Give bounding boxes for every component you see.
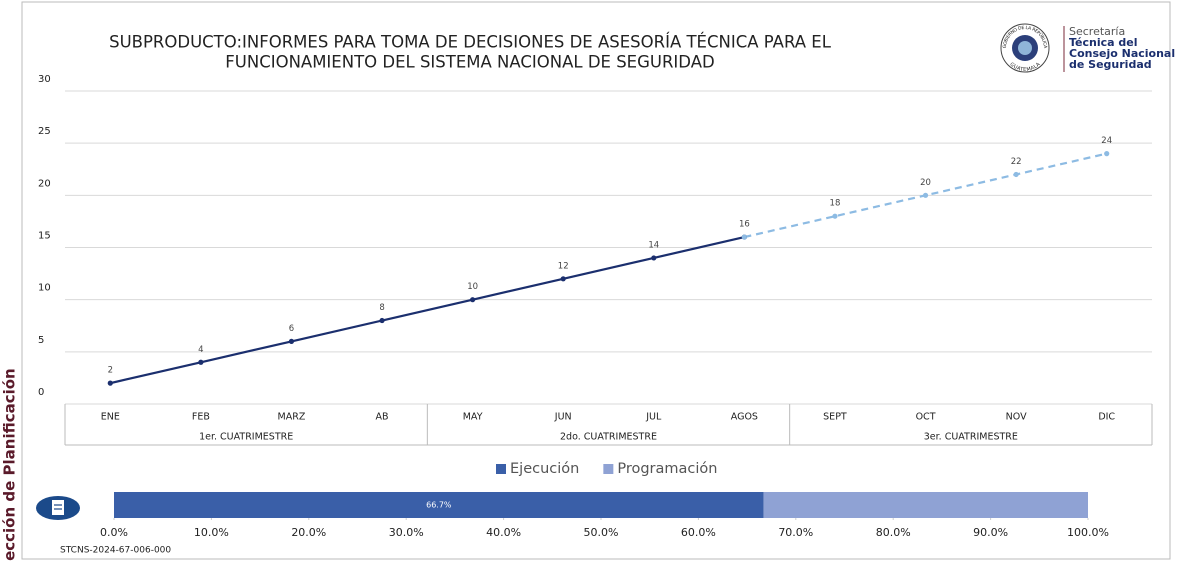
data-label: 22	[1011, 157, 1022, 167]
x-tick-label: 90.0%	[973, 526, 1008, 539]
footer-code: STCNS-2024-67-006-000	[60, 546, 171, 556]
y-tick-label: 0	[38, 387, 44, 398]
x-tick-label: 50.0%	[584, 526, 619, 539]
x-tick-label: AB	[376, 412, 389, 423]
data-label: 10	[467, 282, 478, 292]
x-tick-label: 100.0%	[1067, 526, 1109, 539]
legend-swatch	[496, 464, 506, 474]
point-marker	[288, 338, 295, 344]
x-tick-label: SEPT	[823, 412, 847, 423]
group-label: 3er. CUATRIMESTRE	[924, 432, 1018, 443]
y-tick-label: 30	[38, 74, 51, 85]
group-label: 1er. CUATRIMESTRE	[199, 432, 293, 443]
icon-paper	[52, 500, 64, 515]
series-line	[110, 235, 745, 385]
point-marker	[741, 234, 747, 240]
x-tick-label: 80.0%	[876, 526, 911, 539]
point-marker	[1104, 151, 1110, 157]
data-label: 18	[830, 199, 841, 209]
x-tick-label: OCT	[916, 412, 936, 423]
x-tick-label: NOV	[1006, 412, 1027, 423]
x-tick-label: 70.0%	[778, 526, 813, 539]
point-marker	[832, 213, 838, 219]
x-tick-label: JUL	[645, 412, 662, 423]
seal-bottom: GUATEMALA	[1009, 61, 1042, 73]
data-label: 2	[108, 366, 113, 376]
x-tick-label: ENE	[101, 412, 120, 423]
data-label: 16	[739, 220, 750, 230]
logo: GOBIERNO DE LA REPÚBLICA GUATEMALA Secre…	[1000, 23, 1175, 73]
logo-line: Técnica del	[1069, 36, 1138, 49]
point-marker	[379, 317, 385, 324]
side-label: Sección de Planificación	[1, 368, 19, 561]
logo-line: de Seguridad	[1069, 58, 1152, 71]
x-tick-label: DIC	[1098, 412, 1115, 423]
point-marker	[1013, 171, 1019, 178]
point-marker	[651, 255, 657, 261]
x-tick-label: FEB	[192, 412, 210, 423]
y-tick-label: 20	[38, 178, 51, 189]
x-tick-label: 30.0%	[389, 526, 424, 539]
y-tick-label: 10	[38, 283, 51, 294]
data-label: 66.7%	[426, 501, 452, 510]
data-label: 24	[1101, 136, 1112, 146]
seal-bottom-text: GUATEMALA	[1009, 61, 1042, 73]
data-label: 6	[289, 324, 294, 334]
point-marker	[470, 297, 476, 303]
x-tick-label: 10.0%	[194, 526, 229, 539]
group-label: 2do. CUATRIMESTRE	[560, 432, 657, 443]
y-tick-label: 5	[38, 335, 44, 346]
x-tick-label: JUN	[554, 412, 572, 423]
legend-swatch	[603, 464, 614, 474]
x-tick-label: 0.0%	[100, 526, 128, 539]
x-tick-label: MAY	[463, 412, 483, 423]
seal-ring	[1000, 23, 1050, 73]
chart-title: FUNCIONAMIENTO DEL SISTEMA NACIONAL DE S…	[225, 53, 714, 72]
point-marker	[922, 192, 929, 198]
data-label: 12	[558, 261, 569, 271]
point-marker	[107, 380, 113, 386]
x-tick-label: 40.0%	[486, 526, 521, 539]
data-label: 8	[379, 303, 384, 313]
legend-label: Ejecución	[510, 461, 579, 477]
x-tick-label: 20.0%	[291, 526, 326, 539]
point-marker	[560, 276, 566, 282]
x-tick-label: 60.0%	[681, 526, 716, 539]
bar-segment	[114, 492, 764, 518]
data-label: 4	[198, 345, 203, 355]
y-tick-label: 25	[38, 126, 51, 137]
data-label: 14	[648, 240, 659, 250]
x-tick-label: MARZ	[278, 412, 306, 423]
x-tick-label: AGOS	[731, 412, 758, 423]
point-marker	[198, 359, 204, 365]
doc-icon	[36, 496, 80, 520]
data-label: 20	[920, 178, 931, 188]
chart-title: SUBPRODUCTO:INFORMES PARA TOMA DE DECISI…	[109, 33, 832, 52]
logo-line: Consejo Nacional	[1069, 47, 1175, 60]
frame	[21, 1, 1171, 560]
seal-emblem-center	[1018, 41, 1032, 55]
bar-segment	[763, 492, 1088, 518]
logo-line: Secretaría	[1069, 25, 1125, 38]
y-tick-label: 15	[38, 231, 51, 242]
legend-label: Programación	[617, 461, 717, 477]
